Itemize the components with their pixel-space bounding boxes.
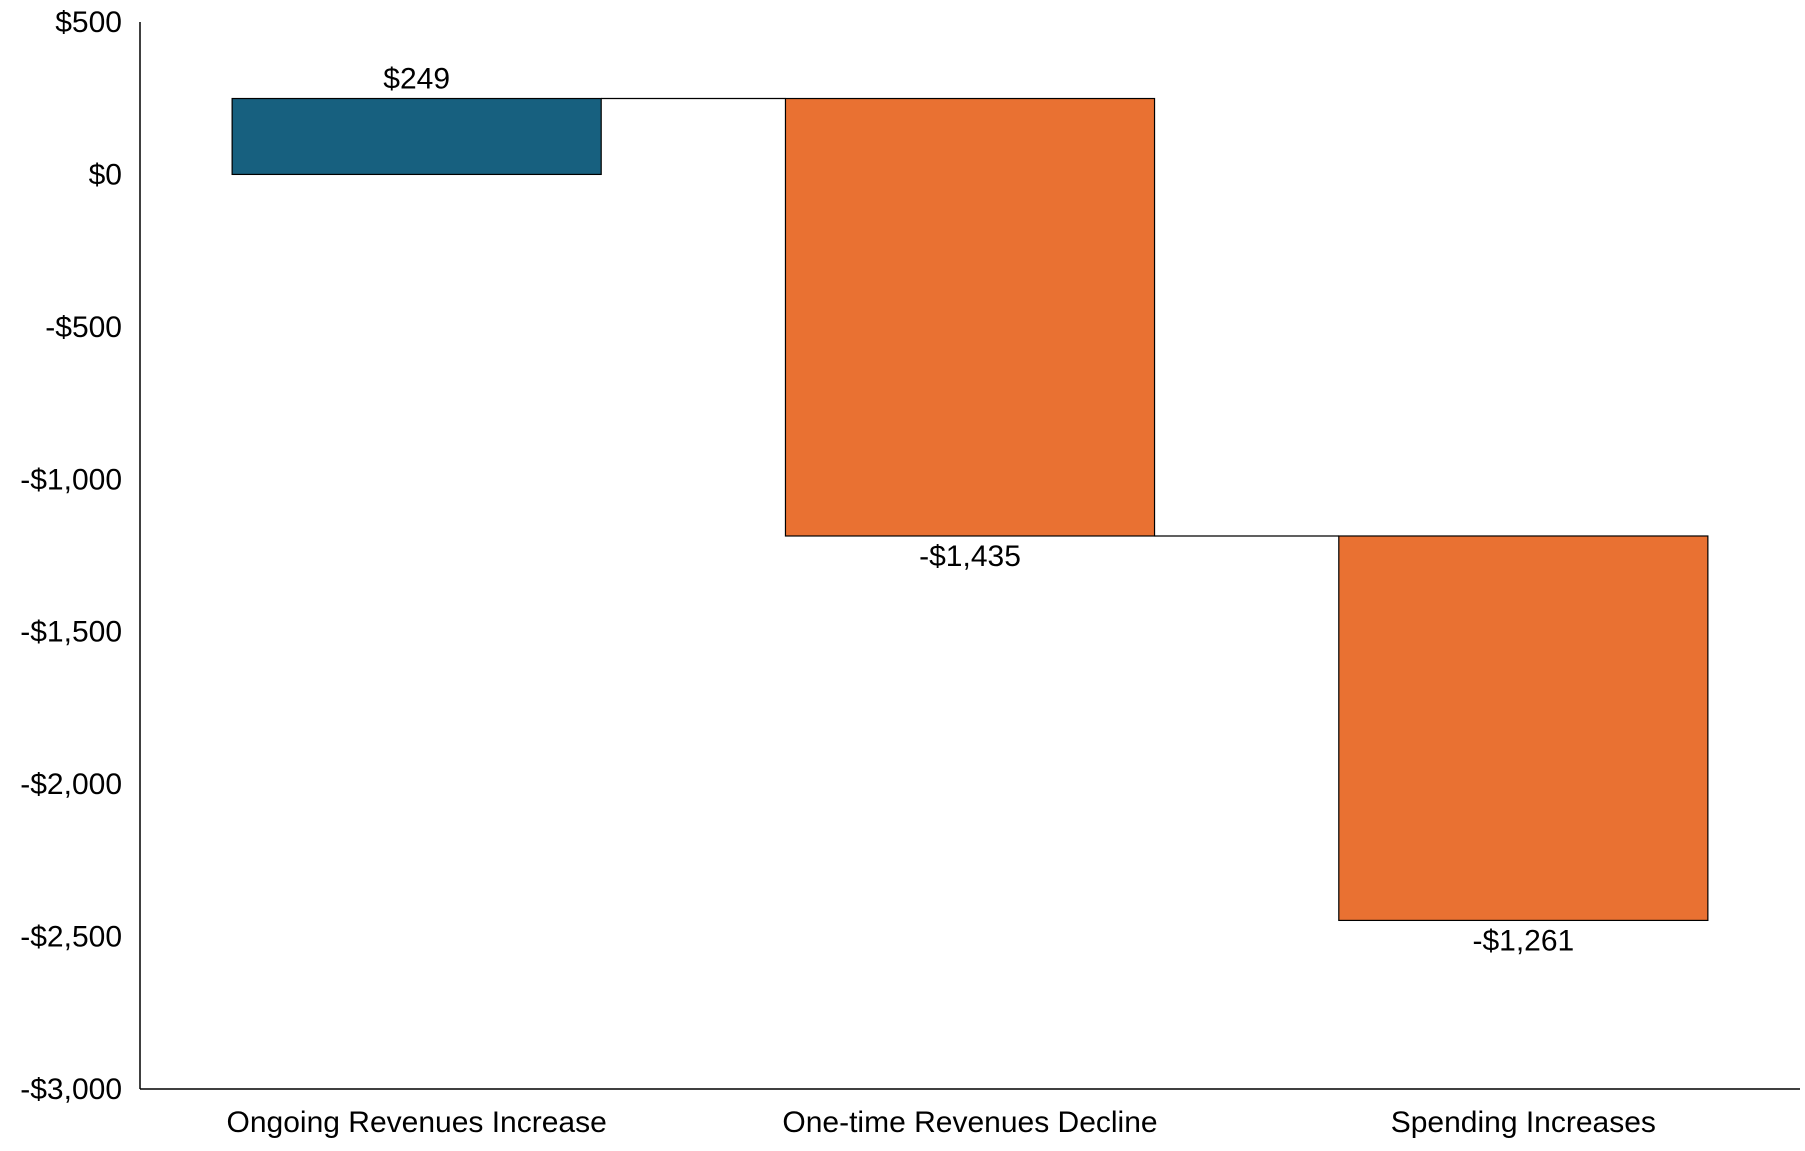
y-tick-label: -$500: [45, 311, 122, 344]
data-label-1: $249: [383, 63, 450, 96]
category-label-2: One-time Revenues Decline: [782, 1106, 1157, 1139]
data-labels: $249 -$1,435 -$1,261: [383, 63, 1574, 958]
data-label-3: -$1,261: [1472, 924, 1574, 957]
bar-1: [231, 97, 602, 176]
y-tick-label: $500: [55, 6, 122, 39]
connector-lines: [601, 97, 1339, 537]
y-tick-label: -$3,000: [20, 1073, 122, 1106]
category-labels: Ongoing Revenues Increase One-time Revenu…: [227, 1106, 1656, 1139]
category-label-1: Ongoing Revenues Increase: [227, 1106, 607, 1139]
y-tick-label: -$2,000: [20, 768, 122, 801]
bars: [231, 97, 1709, 922]
bar-2: [784, 97, 1156, 537]
y-axis: $500 $0 -$500 -$1,000 -$1,500 -$2,000 -$2,500 -…: [20, 6, 141, 1106]
y-tick-label: -$1,000: [20, 463, 122, 496]
y-tick-label: $0: [89, 158, 122, 191]
data-label-2: -$1,435: [919, 540, 1021, 573]
y-tick-label: -$2,500: [20, 921, 122, 954]
category-label-3: Spending Increases: [1391, 1106, 1656, 1139]
bar-3: [1338, 535, 1709, 922]
y-tick-label: -$1,500: [20, 616, 122, 649]
